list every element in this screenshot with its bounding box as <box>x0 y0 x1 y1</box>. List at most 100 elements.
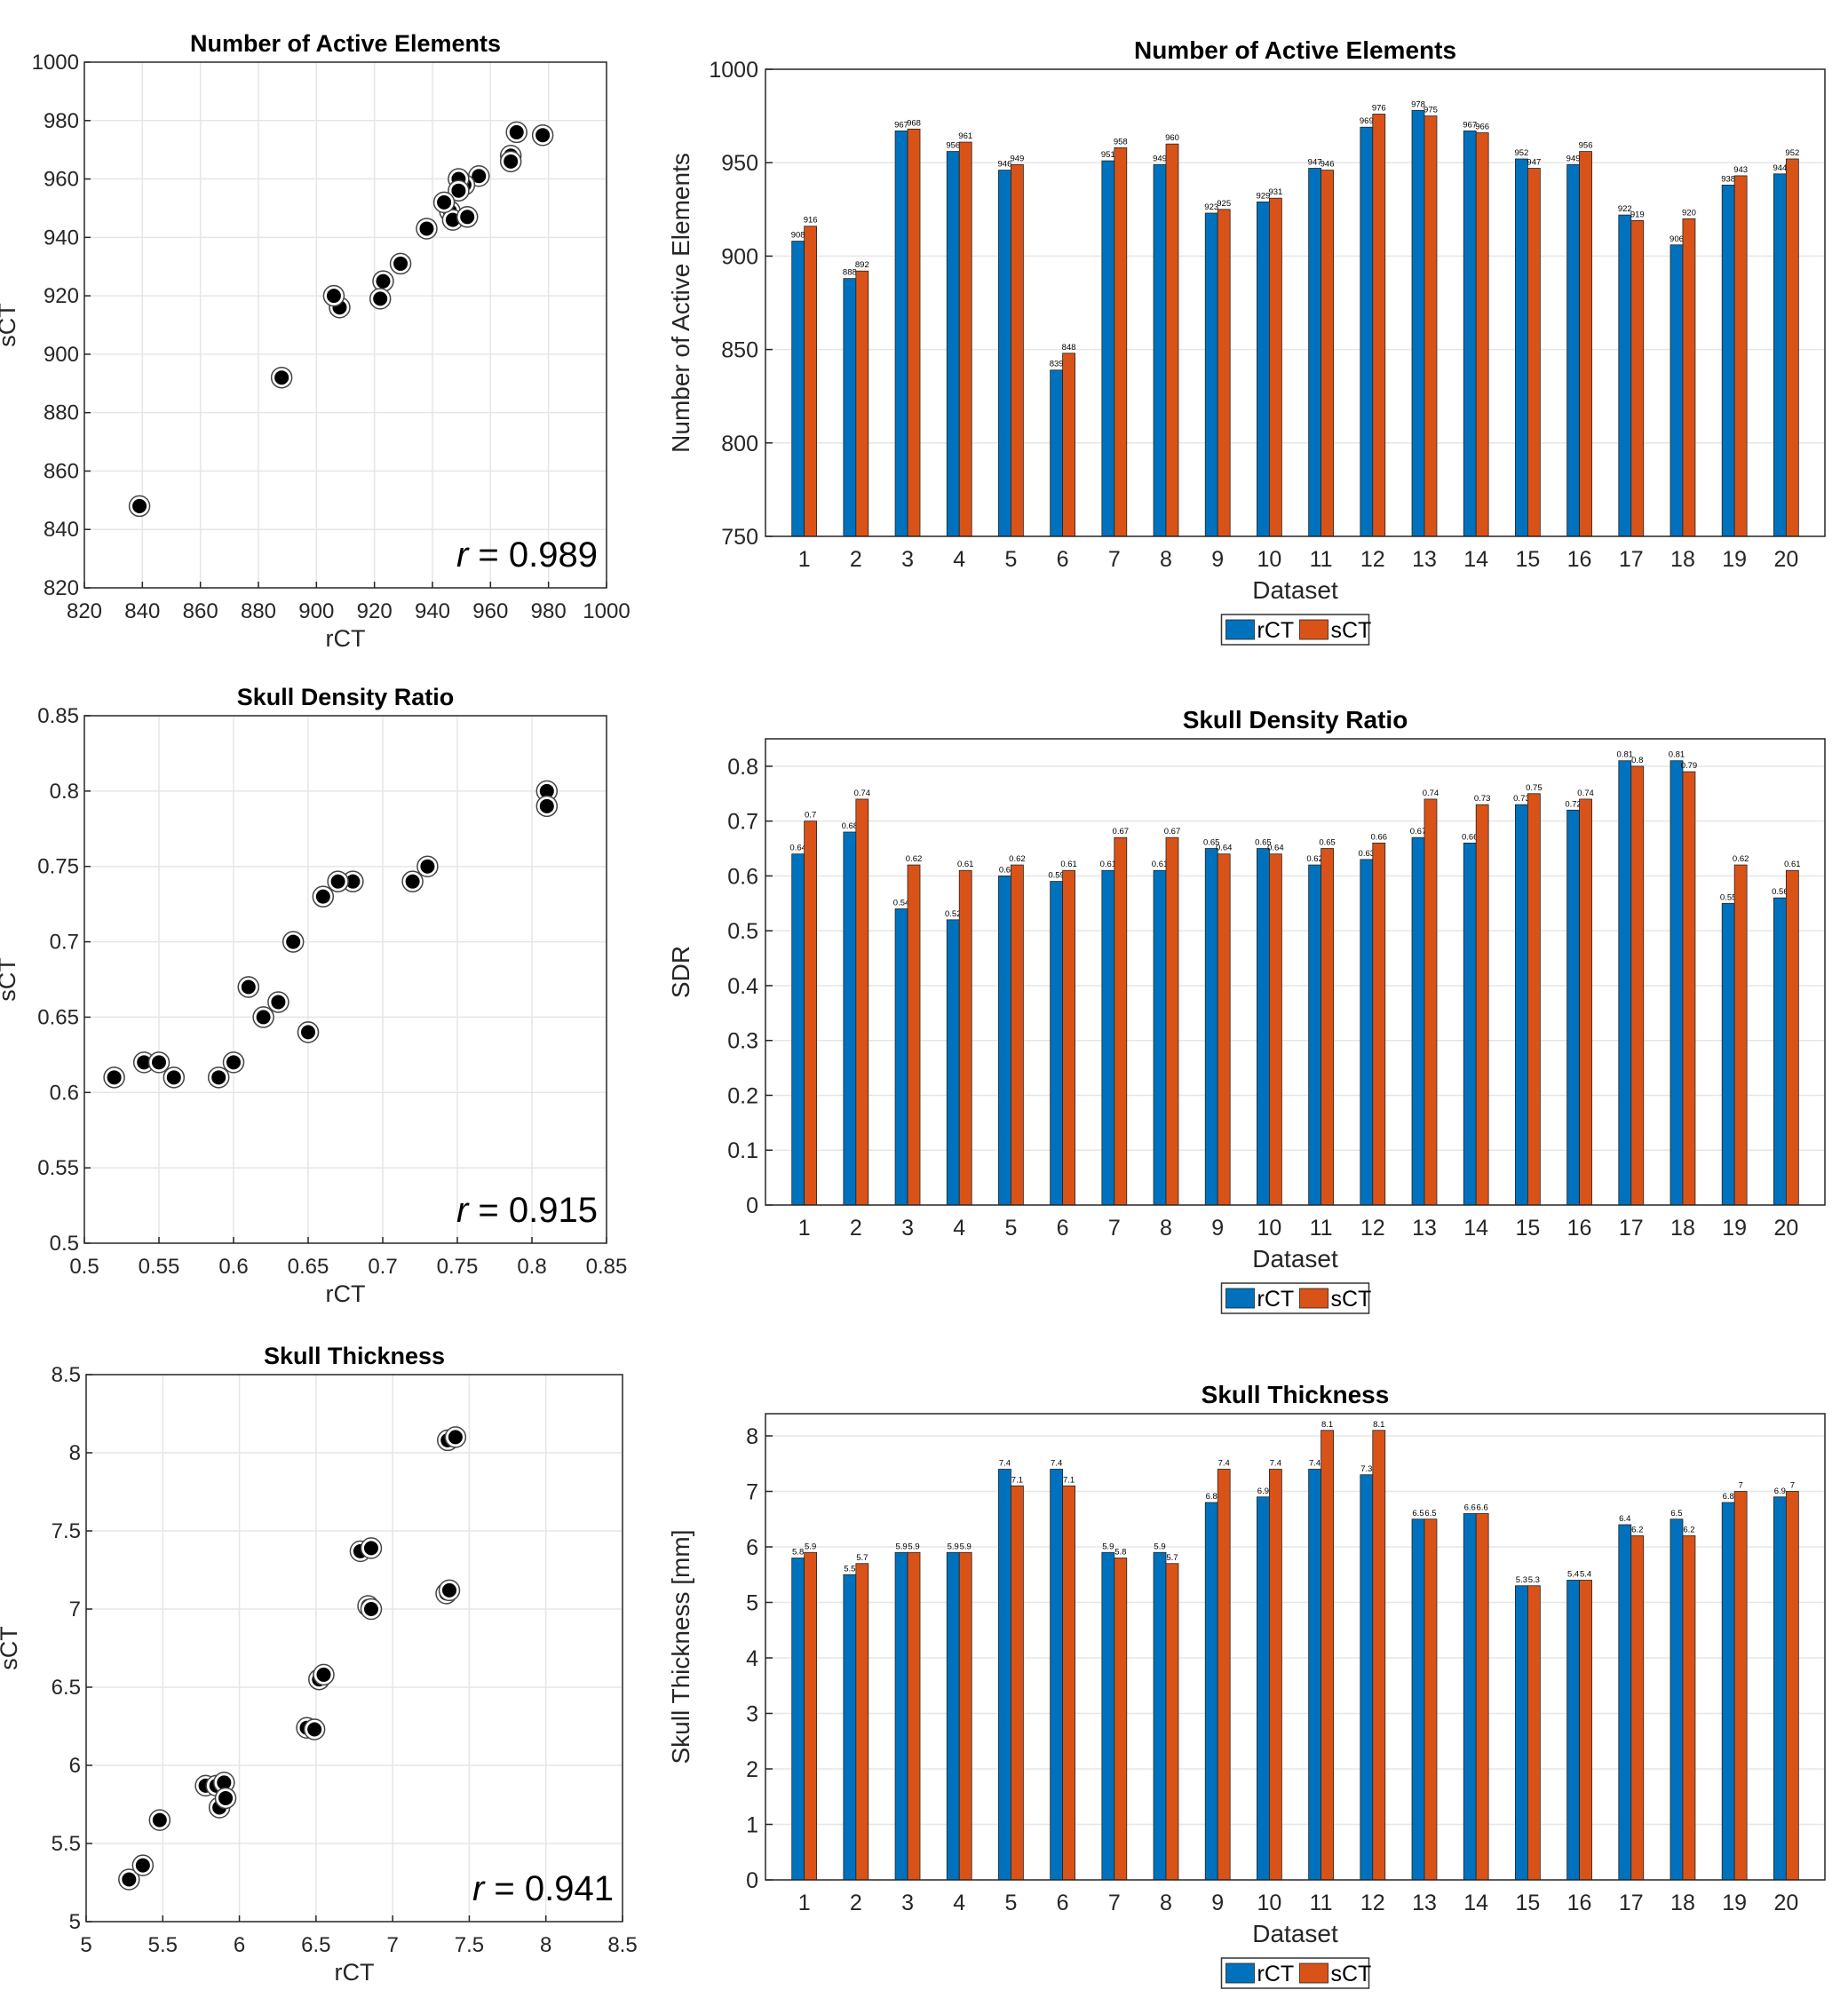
y-tick-label: 980 <box>44 109 79 133</box>
x-tick-label: 17 <box>1619 1891 1644 1915</box>
y-tick-label: 0.7 <box>50 931 79 955</box>
y-tick-label: 1000 <box>32 51 79 75</box>
x-axis-label: Dataset <box>1252 576 1338 604</box>
axes-box <box>83 715 607 1244</box>
chart-title: Skull Thickness <box>1202 1381 1390 1408</box>
bar-sct <box>1424 798 1438 1206</box>
bar-rct <box>894 131 908 537</box>
chart-title: Number of Active Elements <box>190 30 501 57</box>
y-axis-label: sCT <box>0 303 20 347</box>
bar-sct <box>958 869 972 1206</box>
bar-value-label: 6.9 <box>1774 1487 1786 1496</box>
bar-rct <box>791 241 805 537</box>
y-tick-label: 4 <box>746 1646 758 1671</box>
bar-value-label: 923 <box>1204 202 1218 212</box>
y-tick-label: 0.2 <box>727 1083 758 1108</box>
correlation-symbol: r <box>472 1869 486 1908</box>
legend-label-sct: sCT <box>1331 1962 1372 1986</box>
bar-rct <box>1515 158 1528 537</box>
x-tick-label: 14 <box>1463 1891 1488 1915</box>
bar-value-label: 961 <box>958 131 972 141</box>
x-tick-label: 13 <box>1412 547 1437 572</box>
bar-value-label: 920 <box>1682 208 1696 218</box>
x-tick-label: 2 <box>850 1891 862 1915</box>
bar-value-label: 888 <box>843 268 857 278</box>
bar-rct <box>998 170 1011 537</box>
axes-box <box>765 1413 1826 1881</box>
bar-sct <box>1217 1469 1231 1881</box>
x-tick-label: 2 <box>850 1216 862 1241</box>
bar-value-label: 0.8 <box>1631 756 1643 765</box>
data-point <box>345 874 361 889</box>
correlation-annotation: r = 0.989 <box>456 535 598 575</box>
correlation-value: = 0.989 <box>468 535 598 575</box>
bar-sct <box>1527 793 1541 1206</box>
bar-rct <box>946 919 960 1206</box>
bar-value-label: 8.1 <box>1321 1420 1333 1430</box>
y-tick-label: 900 <box>44 343 79 367</box>
bar-value-label: 0.81 <box>1617 750 1634 760</box>
bar-value-label: 6.6 <box>1464 1503 1476 1513</box>
bar-rct <box>1360 1474 1374 1881</box>
bar-value-label: 7 <box>1790 1481 1795 1491</box>
bar-value-label: 5.3 <box>1516 1575 1527 1585</box>
y-tick-label: 0.4 <box>727 974 758 999</box>
bar-chart-3: 00.10.20.30.40.50.60.70.81 2 3 4 5 6 7 8 9 10 11 12… <box>667 706 1826 1314</box>
bar-value-label: 968 <box>907 118 921 128</box>
bar-value-label: 0.52 <box>945 909 962 919</box>
x-tick-label: 7 <box>1108 1216 1121 1241</box>
y-tick-label: 820 <box>44 576 79 600</box>
x-tick-label: 16 <box>1567 547 1592 572</box>
bar-value-label: 967 <box>894 120 908 130</box>
y-tick-label: 0.85 <box>37 704 79 728</box>
bar-value-label: 6.2 <box>1683 1526 1694 1535</box>
bar-rct <box>1257 1496 1270 1881</box>
bar-rct <box>1721 185 1735 537</box>
data-point <box>445 212 460 227</box>
bar-value-label: 938 <box>1721 174 1735 184</box>
bar-value-label: 0.61 <box>1784 860 1801 869</box>
x-tick-label: 0.6 <box>218 1255 248 1279</box>
bar-rct <box>843 1574 857 1881</box>
bar-sct <box>1733 864 1748 1206</box>
bar-rct <box>1411 1518 1425 1881</box>
axes-box <box>765 68 1826 537</box>
y-axis-label: Number of Active Elements <box>667 153 694 453</box>
bar-rct <box>1670 1518 1684 1881</box>
y-tick-label: 0.65 <box>37 1005 79 1029</box>
bar-value-label: 6.4 <box>1619 1514 1630 1524</box>
bar-value-label: 0.63 <box>1359 849 1376 859</box>
y-tick-label: 840 <box>44 518 79 542</box>
bar-value-label: 0.61 <box>1100 860 1117 869</box>
bar-value-label: 6.9 <box>1257 1487 1269 1496</box>
y-tick-label: 5 <box>746 1591 758 1616</box>
bar-value-label: 7.4 <box>1270 1459 1281 1469</box>
bar-rct <box>1204 212 1218 537</box>
bar-sct <box>1785 1491 1799 1881</box>
y-tick-label: 8.5 <box>52 1363 81 1387</box>
data-point <box>132 498 147 513</box>
bar-rct <box>791 1558 805 1881</box>
bar-value-label: 892 <box>855 260 869 270</box>
x-tick-label: 5 <box>1004 1216 1017 1241</box>
x-tick-label: 6.5 <box>301 1933 330 1957</box>
data-point <box>307 1722 322 1737</box>
bar-value-label: 958 <box>1114 137 1128 147</box>
x-axis-label: rCT <box>335 1959 375 1986</box>
bar-sct <box>1630 1535 1645 1881</box>
bar-sct <box>1217 209 1231 537</box>
bar-value-label: 944 <box>1773 163 1787 173</box>
y-tick-label: 1 <box>746 1813 758 1838</box>
data-point <box>316 1667 331 1682</box>
x-tick-label: 8 <box>1160 1216 1172 1241</box>
data-point <box>152 1812 167 1828</box>
bar-value-label: 6.5 <box>1670 1509 1682 1518</box>
bar-value-label: 5.9 <box>1154 1542 1165 1551</box>
x-tick-label: 7 <box>386 1933 398 1957</box>
y-tick-label: 0.55 <box>37 1156 79 1180</box>
y-tick-label: 0 <box>746 1193 758 1218</box>
x-tick-label: 3 <box>901 1891 914 1915</box>
bar-sct <box>1682 1535 1696 1881</box>
x-tick-label: 1 <box>798 1891 811 1915</box>
